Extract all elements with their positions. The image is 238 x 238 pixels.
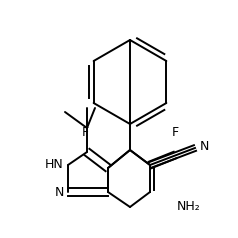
Text: HN: HN — [45, 158, 64, 170]
Text: N: N — [200, 140, 209, 154]
Text: N: N — [55, 185, 64, 198]
Text: F: F — [81, 125, 89, 139]
Text: F: F — [171, 125, 178, 139]
Text: NH₂: NH₂ — [177, 200, 201, 213]
